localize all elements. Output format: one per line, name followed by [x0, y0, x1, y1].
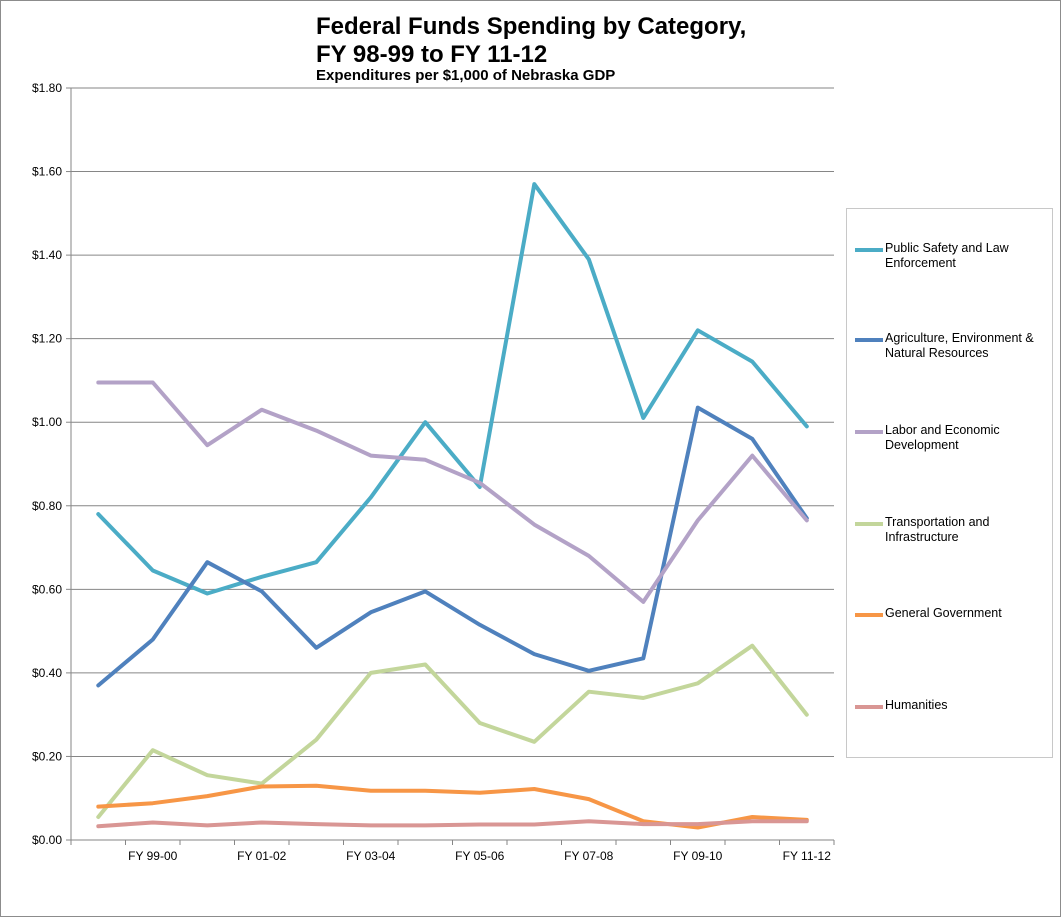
legend-label: Transportation and Infrastructure [885, 515, 989, 545]
legend-label-line: Development [885, 438, 959, 452]
y-tick-label: $0.20 [32, 749, 62, 763]
legend-swatch [855, 522, 883, 526]
y-tick-label: $1.80 [32, 81, 62, 95]
legend-swatch [855, 338, 883, 342]
legend-swatch [855, 248, 883, 252]
y-tick-label: $1.60 [32, 165, 62, 179]
legend-swatch [855, 430, 883, 434]
legend-label: Humanities [885, 698, 948, 713]
legend-label: Public Safety and Law Enforcement [885, 241, 1009, 271]
y-tick-label: $1.20 [32, 332, 62, 346]
y-tick-label: $1.00 [32, 415, 62, 429]
y-tick-label: $0.40 [32, 666, 62, 680]
legend-label-line: Agriculture, Environment & [885, 331, 1034, 345]
series-line-public-safety-and-law-enforcement [96, 182, 809, 596]
series-line-humanities [96, 819, 809, 829]
legend-label-line: Labor and Economic [885, 423, 1000, 437]
chart-title: Federal Funds Spending by Category, [316, 13, 747, 40]
x-tick-label: FY 11-12 [783, 849, 832, 863]
y-tick-label: $0.60 [32, 582, 62, 596]
y-tick-label: $0.80 [32, 499, 62, 513]
chart-subtitle: Expenditures per $1,000 of Nebraska GDP [316, 67, 616, 84]
x-tick-label: FY 03-04 [346, 849, 395, 863]
x-tick-label: FY 05-06 [455, 849, 504, 863]
series-line-labor-and-economic-development [96, 380, 809, 604]
legend-swatch [855, 613, 883, 617]
legend-label-line: General Government [885, 606, 1002, 620]
legend-label-line: Natural Resources [885, 346, 989, 360]
chart-title-line2: FY 98-99 to FY 11-12 [316, 41, 548, 68]
x-tick-label: FY 01-02 [237, 849, 286, 863]
series-line-transportation-and-infrastructure [96, 643, 809, 819]
series-line-general-government [96, 783, 809, 830]
x-tick-label: FY 07-08 [564, 849, 613, 863]
y-tick-label: $1.40 [32, 248, 62, 262]
x-tick-label: FY 09-10 [673, 849, 722, 863]
x-tick-label: FY 99-00 [128, 849, 177, 863]
legend-label-line: Transportation and [885, 515, 990, 529]
legend-label-line: Humanities [885, 698, 948, 712]
legend-label: Agriculture, Environment & Natural Resour… [885, 331, 1034, 361]
legend-label-line: Enforcement [885, 256, 956, 270]
legend-label-line: Public Safety and Law [885, 241, 1009, 255]
y-tick-label: $0.00 [32, 833, 62, 847]
series-line-agriculture-environment-natural-resources [96, 405, 809, 688]
legend-label-line: Infrastructure [885, 530, 959, 544]
legend: Public Safety and Law Enforcement Agricult… [846, 208, 1053, 758]
legend-label: Labor and Economic Development [885, 423, 1000, 453]
legend-swatch [855, 705, 883, 709]
legend-label: General Government [885, 606, 1002, 621]
